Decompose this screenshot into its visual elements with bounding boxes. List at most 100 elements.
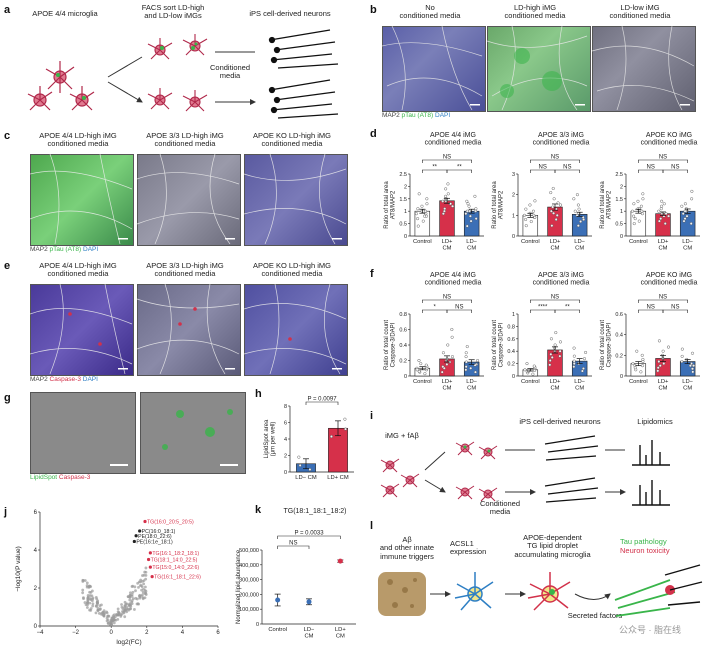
- data-point: [549, 337, 553, 341]
- panel-letter-j: j: [4, 506, 8, 518]
- data-point: [450, 355, 455, 359]
- data-point: [137, 585, 140, 589]
- x-tick-label: LD+ CM: [658, 379, 669, 391]
- y-tick-label: 300,000: [239, 578, 259, 584]
- data-point: [89, 598, 93, 602]
- y-tick-label: 6: [34, 510, 38, 516]
- sig-label: **: [457, 165, 462, 171]
- data-point: [554, 217, 558, 222]
- data-point: [467, 204, 471, 208]
- data-point: [551, 205, 555, 209]
- highlight-point: [138, 529, 142, 533]
- data-point: [572, 362, 576, 366]
- sig-bracket: [554, 309, 580, 313]
- chart-title: APOE 4/4 iMG conditioned media: [425, 272, 482, 287]
- data-point: [662, 362, 666, 366]
- data-point: [581, 367, 585, 371]
- data-point: [103, 612, 106, 616]
- data-point: [474, 217, 478, 221]
- data-point: [122, 610, 126, 614]
- x-tick-label: −4: [37, 630, 45, 636]
- data-point: [441, 351, 445, 355]
- x-tick-label: Control: [268, 627, 287, 633]
- panel-e-title-1: APOE 4/4 LD-high iMG conditioned media: [39, 261, 117, 279]
- sig-label: NS: [671, 165, 679, 171]
- data-point: [657, 209, 661, 213]
- y-tick-label: 6: [284, 421, 287, 427]
- data-point: [85, 581, 89, 585]
- data-point: [635, 349, 639, 353]
- data-point: [83, 601, 87, 604]
- data-point: [138, 596, 142, 600]
- data-point: [641, 192, 645, 196]
- x-tick-label: LD− CM: [574, 379, 585, 391]
- data-point: [138, 584, 142, 587]
- data-point: [558, 340, 563, 344]
- y-tick-label: 500,000: [239, 548, 259, 554]
- data-point: [661, 349, 665, 353]
- y-axis-label: LipidSpot area(μm per well): [264, 419, 277, 458]
- y-tick-label: 0: [512, 234, 515, 240]
- data-point: [473, 370, 477, 374]
- highlight-point: [146, 557, 151, 562]
- data-point: [133, 585, 137, 589]
- data-point: [112, 621, 116, 625]
- sig-bracket: [662, 309, 688, 313]
- stain-map2: MAP2: [382, 112, 400, 119]
- y-tick-label: 1: [404, 209, 407, 215]
- sig-bracket: [277, 545, 310, 549]
- data-point: [144, 593, 148, 596]
- micro-b-no-cm: [382, 26, 486, 112]
- data-point: [141, 590, 145, 594]
- data-point: [682, 219, 686, 223]
- data-point: [464, 351, 468, 355]
- y-tick-label: 0.4: [507, 349, 515, 355]
- data-point: [582, 357, 587, 361]
- data-point: [446, 343, 450, 347]
- stain-ptau: pTau (AT8): [49, 246, 82, 253]
- data-point: [112, 618, 116, 621]
- stain-caspase3: Caspase-3: [58, 474, 91, 481]
- data-point: [528, 203, 532, 207]
- sig-bracket: [422, 159, 472, 163]
- stain-ptau: pTau (AT8): [401, 112, 434, 119]
- data-point: [465, 345, 469, 349]
- y-tick-label: 0.5: [615, 222, 623, 228]
- panel-g-stain-legend: LipidSpot Caspase-3: [30, 474, 90, 481]
- stain-map2: MAP2: [30, 376, 48, 383]
- data-point: [123, 615, 127, 619]
- data-point: [97, 612, 101, 615]
- data-point: [525, 362, 529, 366]
- data-point: [531, 372, 535, 376]
- data-point: [416, 207, 420, 211]
- y-tick-label: 0.8: [399, 312, 407, 318]
- data-point: [424, 363, 428, 367]
- data-point: [94, 604, 98, 608]
- microglia-blue-icon: [454, 572, 494, 611]
- x-tick-label: LD+ CM: [550, 239, 561, 251]
- x-tick-label: Control: [413, 379, 432, 385]
- data-point: [577, 207, 581, 211]
- data-point: [416, 224, 420, 228]
- highlight-point: [134, 534, 138, 538]
- data-point: [144, 566, 148, 570]
- data-point: [464, 212, 468, 216]
- data-point: [690, 189, 694, 193]
- sig-label: NS: [659, 155, 667, 161]
- panel-letter-b: b: [370, 4, 377, 16]
- panel-i-cm: Conditioned media: [479, 499, 521, 517]
- panel-b-title-2: LD-high iMG conditioned media: [504, 3, 566, 21]
- y-tick-label: 0: [620, 374, 623, 380]
- y-tick-label: 2: [404, 184, 407, 190]
- data-point: [414, 212, 418, 216]
- sig-label: NS: [563, 165, 571, 171]
- data-point: [524, 207, 528, 211]
- data-point: [558, 349, 562, 353]
- sig-bracket: [277, 535, 341, 539]
- data-point: [572, 365, 576, 369]
- micro-e-apoeko: [244, 284, 348, 376]
- data-point: [576, 203, 580, 207]
- x-tick-label: LD+ CM: [658, 239, 669, 251]
- data-point: [100, 611, 104, 615]
- micro-e-apoe44: [30, 284, 134, 376]
